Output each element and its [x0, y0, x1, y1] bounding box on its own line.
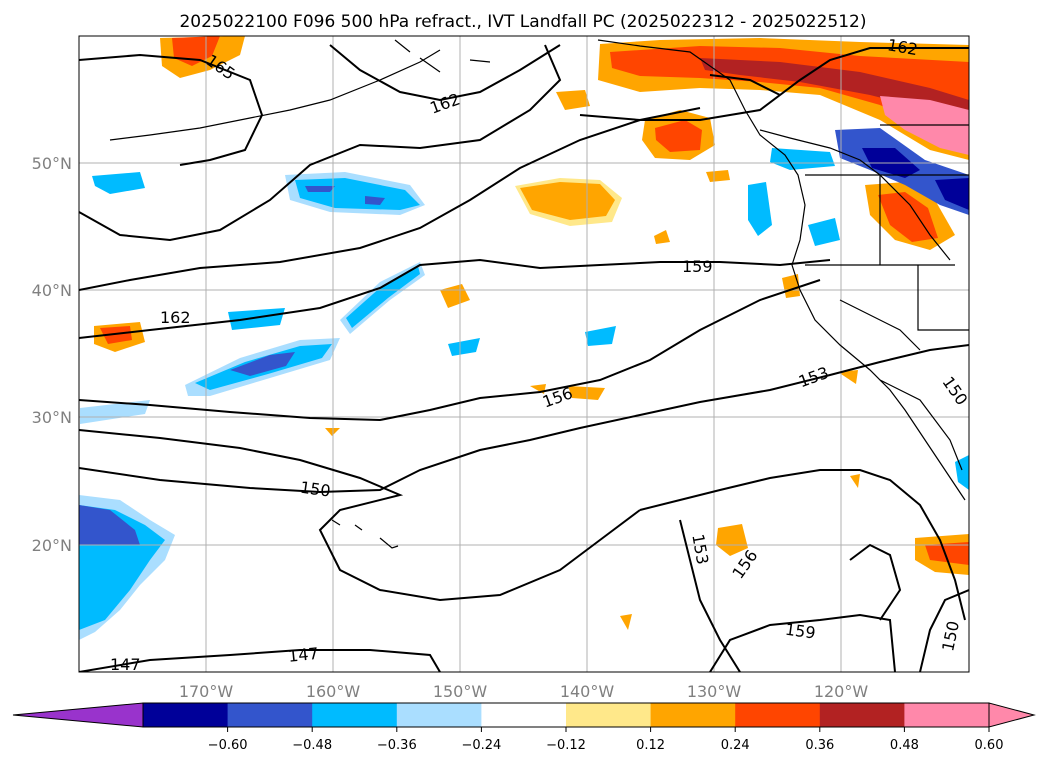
map-panel: 165 162 162 162 159 159 156 156 153 153 … — [78, 35, 970, 674]
colorbar-tick-label: 0.48 — [890, 738, 919, 753]
contour-label: 150 — [299, 478, 332, 501]
lon-tick-label: 150°W — [433, 682, 488, 701]
colorbar-bin — [312, 703, 398, 727]
lat-tick-label: 50°N — [32, 154, 72, 173]
contour-label: 147 — [287, 644, 319, 666]
colorbar-bin — [143, 703, 229, 727]
coastlines — [109, 39, 969, 549]
contour-label: 162 — [886, 35, 919, 59]
colorbar-tick-label: 0.36 — [805, 738, 834, 753]
colorbar-bin — [481, 703, 567, 727]
contour-label: 159 — [784, 620, 817, 643]
colorbar-ticks: −0.60 −0.48 −0.36 −0.24 −0.12 0.12 0.24 0.36 0.4… — [208, 727, 1004, 753]
colorbar-tick-label: −0.60 — [208, 738, 248, 753]
colorbar-bin — [227, 703, 313, 727]
lon-tick-label: 170°W — [179, 682, 234, 701]
colorbar-tick-label: −0.36 — [377, 738, 417, 753]
contour-lines — [79, 44, 969, 672]
graticule — [79, 36, 969, 672]
lon-tick-label: 160°W — [306, 682, 361, 701]
colorbar-bin — [396, 703, 482, 727]
lon-tick-label: 140°W — [560, 682, 615, 701]
colorbar-tick-label: −0.48 — [292, 738, 332, 753]
colorbar-bin — [904, 703, 990, 727]
colorbar-under-triangle — [12, 702, 144, 728]
colorbar-tick-label: −0.24 — [461, 738, 501, 753]
colorbar-tick-label: 0.12 — [636, 738, 665, 753]
contour-label: 162 — [160, 308, 191, 327]
contour-label: 159 — [682, 257, 713, 276]
map-background — [79, 36, 969, 672]
lat-tick-label: 30°N — [32, 408, 72, 427]
colorbar-tick-label: 0.60 — [975, 738, 1004, 753]
colorbar-bin — [566, 703, 652, 727]
contour-label: 147 — [110, 655, 141, 674]
longitude-axis: 170°W 160°W 150°W 140°W 130°W 120°W — [179, 682, 869, 701]
colorbar-over-triangle — [988, 702, 1036, 728]
lon-tick-label: 130°W — [687, 682, 742, 701]
colorbar-bins — [143, 703, 990, 727]
colorbar-bin — [735, 703, 821, 727]
colorbar-tick-label: −0.12 — [546, 738, 586, 753]
lat-tick-label: 20°N — [32, 536, 72, 555]
shaded-fields — [79, 36, 969, 640]
map-frame — [78, 35, 970, 673]
latitude-axis: 50°N 40°N 30°N 20°N — [32, 154, 72, 555]
colorbar: −0.60 −0.48 −0.36 −0.24 −0.12 0.12 0.24 0.36 0.4… — [12, 702, 1036, 753]
colorbar-tick-label: 0.24 — [721, 738, 750, 753]
lat-tick-label: 40°N — [32, 281, 72, 300]
colorbar-bin — [819, 703, 905, 727]
lon-tick-label: 120°W — [814, 682, 869, 701]
map-title: 2025022100 F096 500 hPa refract., IVT La… — [179, 12, 866, 32]
colorbar-bin — [650, 703, 736, 727]
